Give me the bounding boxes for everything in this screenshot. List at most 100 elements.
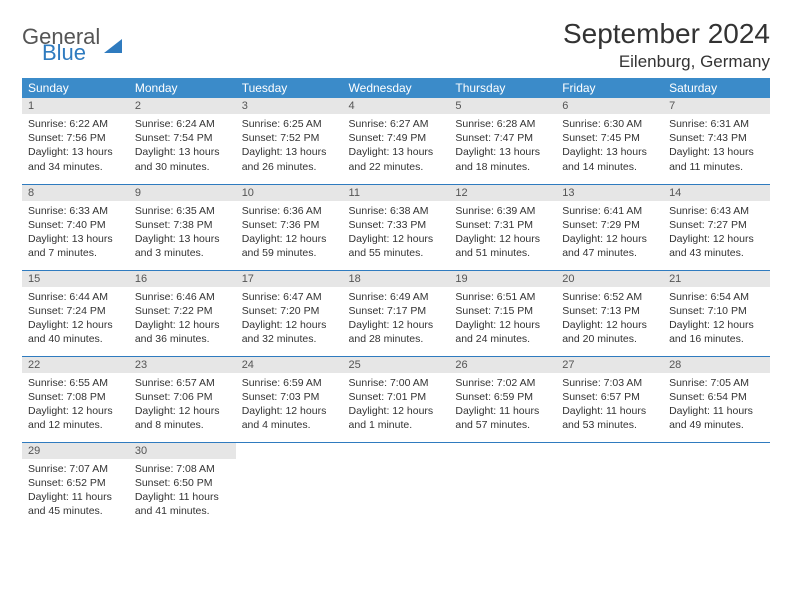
calendar-cell <box>236 442 343 528</box>
weekday-header: Friday <box>556 78 663 98</box>
sunset-line: Sunset: 7:52 PM <box>242 131 337 145</box>
day-details: Sunrise: 7:00 AMSunset: 7:01 PMDaylight:… <box>343 373 450 437</box>
day-number: 23 <box>129 357 236 373</box>
day-details: Sunrise: 6:31 AMSunset: 7:43 PMDaylight:… <box>663 114 770 178</box>
sunrise-line: Sunrise: 6:38 AM <box>349 204 444 218</box>
day-details: Sunrise: 7:08 AMSunset: 6:50 PMDaylight:… <box>129 459 236 523</box>
page-title: September 2024 <box>563 18 770 50</box>
daylight-line: Daylight: 13 hours and 30 minutes. <box>135 145 230 173</box>
day-number: 25 <box>343 357 450 373</box>
sunrise-line: Sunrise: 6:27 AM <box>349 117 444 131</box>
daylight-line: Daylight: 12 hours and 59 minutes. <box>242 232 337 260</box>
calendar-cell: 22Sunrise: 6:55 AMSunset: 7:08 PMDayligh… <box>22 356 129 442</box>
calendar-cell <box>663 442 770 528</box>
calendar-cell: 27Sunrise: 7:03 AMSunset: 6:57 PMDayligh… <box>556 356 663 442</box>
day-details: Sunrise: 6:35 AMSunset: 7:38 PMDaylight:… <box>129 201 236 265</box>
daylight-line: Daylight: 12 hours and 36 minutes. <box>135 318 230 346</box>
sunset-line: Sunset: 7:06 PM <box>135 390 230 404</box>
sunrise-line: Sunrise: 7:02 AM <box>455 376 550 390</box>
day-details: Sunrise: 6:25 AMSunset: 7:52 PMDaylight:… <box>236 114 343 178</box>
day-number: 21 <box>663 271 770 287</box>
daylight-line: Daylight: 12 hours and 32 minutes. <box>242 318 337 346</box>
daylight-line: Daylight: 11 hours and 45 minutes. <box>28 490 123 518</box>
day-number: 29 <box>22 443 129 459</box>
day-number: 5 <box>449 98 556 114</box>
daylight-line: Daylight: 12 hours and 55 minutes. <box>349 232 444 260</box>
calendar-cell <box>449 442 556 528</box>
day-details: Sunrise: 6:28 AMSunset: 7:47 PMDaylight:… <box>449 114 556 178</box>
calendar-cell: 20Sunrise: 6:52 AMSunset: 7:13 PMDayligh… <box>556 270 663 356</box>
sunrise-line: Sunrise: 6:35 AM <box>135 204 230 218</box>
day-details: Sunrise: 6:57 AMSunset: 7:06 PMDaylight:… <box>129 373 236 437</box>
day-number: 16 <box>129 271 236 287</box>
sunset-line: Sunset: 7:27 PM <box>669 218 764 232</box>
sunrise-line: Sunrise: 6:39 AM <box>455 204 550 218</box>
daylight-line: Daylight: 13 hours and 14 minutes. <box>562 145 657 173</box>
day-details: Sunrise: 6:59 AMSunset: 7:03 PMDaylight:… <box>236 373 343 437</box>
daylight-line: Daylight: 11 hours and 57 minutes. <box>455 404 550 432</box>
day-details: Sunrise: 7:03 AMSunset: 6:57 PMDaylight:… <box>556 373 663 437</box>
daylight-line: Daylight: 12 hours and 8 minutes. <box>135 404 230 432</box>
day-details: Sunrise: 6:36 AMSunset: 7:36 PMDaylight:… <box>236 201 343 265</box>
sunset-line: Sunset: 7:29 PM <box>562 218 657 232</box>
sunset-line: Sunset: 7:49 PM <box>349 131 444 145</box>
sunrise-line: Sunrise: 6:24 AM <box>135 117 230 131</box>
calendar-cell: 10Sunrise: 6:36 AMSunset: 7:36 PMDayligh… <box>236 184 343 270</box>
sunrise-line: Sunrise: 6:30 AM <box>562 117 657 131</box>
sunset-line: Sunset: 6:52 PM <box>28 476 123 490</box>
sunrise-line: Sunrise: 6:59 AM <box>242 376 337 390</box>
calendar-cell: 18Sunrise: 6:49 AMSunset: 7:17 PMDayligh… <box>343 270 450 356</box>
daylight-line: Daylight: 12 hours and 24 minutes. <box>455 318 550 346</box>
day-details: Sunrise: 6:51 AMSunset: 7:15 PMDaylight:… <box>449 287 556 351</box>
day-details: Sunrise: 6:33 AMSunset: 7:40 PMDaylight:… <box>22 201 129 265</box>
title-block: September 2024 Eilenburg, Germany <box>563 18 770 72</box>
calendar-cell: 19Sunrise: 6:51 AMSunset: 7:15 PMDayligh… <box>449 270 556 356</box>
sunset-line: Sunset: 7:17 PM <box>349 304 444 318</box>
sunrise-line: Sunrise: 7:07 AM <box>28 462 123 476</box>
sunrise-line: Sunrise: 6:51 AM <box>455 290 550 304</box>
sunrise-line: Sunrise: 6:52 AM <box>562 290 657 304</box>
day-details: Sunrise: 6:39 AMSunset: 7:31 PMDaylight:… <box>449 201 556 265</box>
sunrise-line: Sunrise: 6:33 AM <box>28 204 123 218</box>
calendar-cell: 5Sunrise: 6:28 AMSunset: 7:47 PMDaylight… <box>449 98 556 184</box>
day-number: 7 <box>663 98 770 114</box>
day-details: Sunrise: 6:27 AMSunset: 7:49 PMDaylight:… <box>343 114 450 178</box>
sunset-line: Sunset: 7:24 PM <box>28 304 123 318</box>
calendar-cell: 28Sunrise: 7:05 AMSunset: 6:54 PMDayligh… <box>663 356 770 442</box>
daylight-line: Daylight: 13 hours and 34 minutes. <box>28 145 123 173</box>
daylight-line: Daylight: 13 hours and 3 minutes. <box>135 232 230 260</box>
day-details: Sunrise: 6:49 AMSunset: 7:17 PMDaylight:… <box>343 287 450 351</box>
daylight-line: Daylight: 12 hours and 4 minutes. <box>242 404 337 432</box>
sunrise-line: Sunrise: 6:55 AM <box>28 376 123 390</box>
weekday-header: Monday <box>129 78 236 98</box>
sunset-line: Sunset: 7:40 PM <box>28 218 123 232</box>
daylight-line: Daylight: 13 hours and 22 minutes. <box>349 145 444 173</box>
day-number: 19 <box>449 271 556 287</box>
daylight-line: Daylight: 12 hours and 20 minutes. <box>562 318 657 346</box>
location-label: Eilenburg, Germany <box>563 52 770 72</box>
sunrise-line: Sunrise: 7:00 AM <box>349 376 444 390</box>
sunrise-line: Sunrise: 7:05 AM <box>669 376 764 390</box>
day-number: 2 <box>129 98 236 114</box>
calendar-cell: 17Sunrise: 6:47 AMSunset: 7:20 PMDayligh… <box>236 270 343 356</box>
calendar-cell: 25Sunrise: 7:00 AMSunset: 7:01 PMDayligh… <box>343 356 450 442</box>
sunrise-line: Sunrise: 6:49 AM <box>349 290 444 304</box>
weekday-header: Wednesday <box>343 78 450 98</box>
sunrise-line: Sunrise: 6:25 AM <box>242 117 337 131</box>
logo: General Blue <box>22 18 122 64</box>
sunrise-line: Sunrise: 6:54 AM <box>669 290 764 304</box>
daylight-line: Daylight: 11 hours and 53 minutes. <box>562 404 657 432</box>
day-number: 9 <box>129 185 236 201</box>
sunrise-line: Sunrise: 7:03 AM <box>562 376 657 390</box>
sunrise-line: Sunrise: 7:08 AM <box>135 462 230 476</box>
sunset-line: Sunset: 7:38 PM <box>135 218 230 232</box>
calendar-cell: 24Sunrise: 6:59 AMSunset: 7:03 PMDayligh… <box>236 356 343 442</box>
daylight-line: Daylight: 12 hours and 43 minutes. <box>669 232 764 260</box>
day-number: 6 <box>556 98 663 114</box>
day-details: Sunrise: 6:54 AMSunset: 7:10 PMDaylight:… <box>663 287 770 351</box>
day-number: 4 <box>343 98 450 114</box>
daylight-line: Daylight: 12 hours and 28 minutes. <box>349 318 444 346</box>
daylight-line: Daylight: 12 hours and 51 minutes. <box>455 232 550 260</box>
daylight-line: Daylight: 11 hours and 49 minutes. <box>669 404 764 432</box>
sunrise-line: Sunrise: 6:31 AM <box>669 117 764 131</box>
